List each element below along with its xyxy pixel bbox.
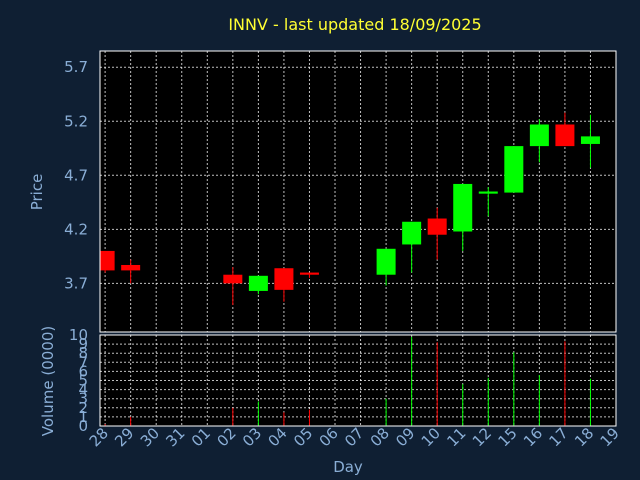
x-tick-label: 28 [86,424,112,450]
volume-tick-label: 5 [78,372,88,390]
price-tick-label: 4.2 [64,220,88,238]
x-tick-label: 31 [162,424,188,450]
candle-body [121,264,141,271]
x-tick-label: 30 [137,424,163,450]
x-tick-label: 17 [546,424,572,450]
candle-body [555,124,575,147]
candle-body [248,275,268,291]
candles [100,112,600,305]
x-tick-label: 09 [392,424,418,450]
x-tick-label: 02 [213,424,239,450]
volume-tick-label: 9 [78,335,88,353]
candle-body [478,191,498,194]
x-tick-label: 01 [188,424,214,450]
candle-body [402,221,422,245]
candle-body [299,272,319,275]
x-tick-label: 08 [367,424,393,450]
x-tick-label: 29 [111,424,137,450]
x-tick-label: 18 [571,424,597,450]
x-tick-label: 05 [290,424,316,450]
x-axis-label: Day [333,458,363,476]
candle-body [223,274,243,284]
candle-body [580,136,600,144]
volume-tick-label: 7 [78,353,88,371]
volume-tick-label: 6 [78,362,88,380]
volume-panel-frame [99,334,617,427]
x-tick-label: 03 [239,424,265,450]
price-tick-label: 5.7 [64,58,88,76]
volume-bars [104,336,591,426]
volume-axis-label: Volume (0000) [39,326,57,436]
candle-body [529,124,549,147]
volume-tick-label: 10 [69,326,88,344]
price-axis-label: Price [28,174,46,211]
candle-body [274,268,294,290]
price-tick-labels: 3.7 4.2 4.7 5.2 5.7 [64,58,88,292]
x-tick-label: 07 [341,424,367,450]
x-tick-label: 06 [316,424,342,450]
x-tick-label: 12 [469,424,495,450]
x-tick-label: 04 [265,424,291,450]
volume-tick-label: 0 [78,417,88,435]
price-tick-label: 4.7 [64,166,88,184]
chart-title: INNV - last updated 18/09/2025 [228,15,481,34]
volume-tick-label: 4 [78,381,88,399]
volume-tick-label: 8 [78,344,88,362]
candle-body [453,183,473,232]
price-panel-frame [99,50,617,333]
volume-tick-label: 2 [78,399,88,417]
candle-body [504,146,524,193]
price-grid [100,51,617,332]
x-tick-labels: 28 29 30 31 01 02 03 04 05 06 07 08 09 10 11 12 15 16 17 18… [86,424,623,450]
volume-tick-label: 3 [78,390,88,408]
x-tick-label: 19 [597,424,623,450]
price-tick-label: 5.2 [64,112,88,130]
x-tick-label: 11 [443,424,469,450]
candle-body [100,250,115,271]
price-tick-label: 3.7 [64,274,88,292]
candle-body [427,218,447,235]
price-panel-background [100,51,616,332]
x-tick-label: 16 [520,424,546,450]
x-tick-label: 10 [418,424,444,450]
volume-tick-label: 1 [78,408,88,426]
x-tick-label: 15 [494,424,520,450]
candle-body [376,248,396,275]
